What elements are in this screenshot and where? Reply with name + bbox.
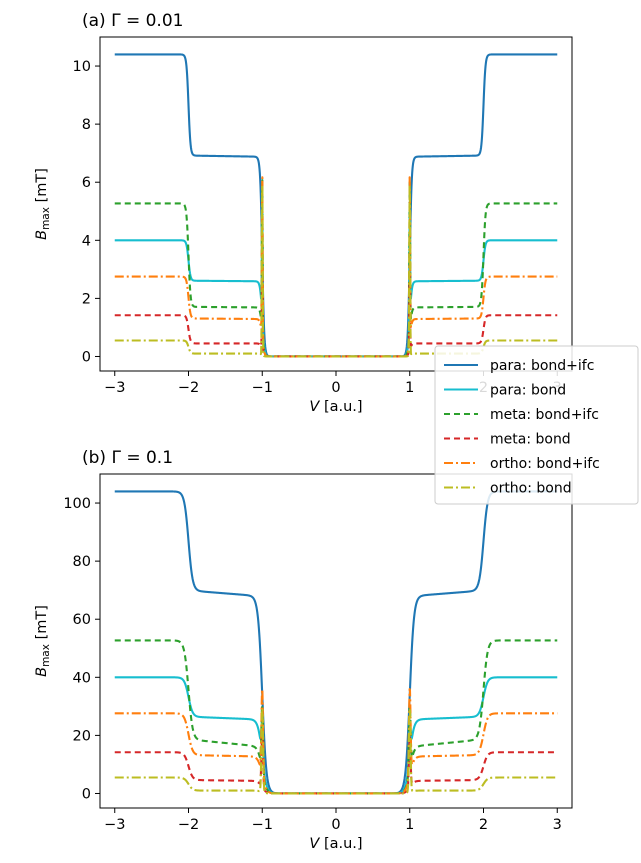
series-line-meta-bond	[114, 735, 558, 795]
plot-area	[114, 490, 558, 795]
series-line-meta-bond-ifc	[114, 179, 558, 358]
plot-area	[114, 53, 558, 358]
y-axis-label: Bmax [mT]	[34, 605, 52, 677]
y-axis-label: Bmax [mT]	[34, 168, 52, 240]
series-line-ortho-bond	[114, 707, 558, 795]
series-line-para-bond	[114, 208, 558, 358]
legend-label-meta-bond-ifc: meta: bond+ifc	[490, 407, 599, 423]
legend-box	[434, 345, 639, 505]
legend: para: bond+ifc para: bond meta: bond+ifc me…	[434, 345, 639, 505]
series-line-ortho-bond-ifc	[114, 176, 558, 358]
y-tick-label: 20	[73, 728, 91, 744]
x-axis-label: V [a.u.]	[309, 399, 362, 415]
panel-b: −3 −2 −1 0 1 2 3 0 20 40 60 80 100 V [a.u.] Bmax [mT] (…	[34, 448, 573, 852]
y-tick-label: 6	[82, 175, 91, 191]
y-tick-label: 80	[73, 554, 91, 570]
y-tick-label: 0	[82, 349, 91, 365]
legend-label-meta-bond: meta: bond	[490, 432, 571, 448]
series-line-meta-bond-ifc	[114, 639, 558, 795]
legend-label-para-bond: para: bond	[490, 383, 566, 399]
panel-a: −3−2−101230246810V [a.u.]Bmax [mT](a) Γ …	[34, 11, 573, 415]
series-line-para-bond	[114, 676, 558, 795]
panel-title: (a) Γ = 0.01	[82, 11, 183, 31]
y-tick-label: 0	[82, 786, 91, 802]
x-axis-label: V [a.u.]	[309, 836, 362, 852]
y-tick-label: 40	[73, 670, 91, 686]
x-tick-label: 3	[553, 817, 562, 833]
series-line-meta-bond	[114, 264, 558, 358]
y-tick-label: 4	[82, 233, 91, 249]
y-tick-label: 60	[73, 612, 91, 628]
y-tick-label: 10	[73, 59, 91, 75]
legend-label-ortho-bond: ortho: bond	[490, 481, 572, 497]
x-tick-label: 1	[405, 817, 414, 833]
x-tick-label: −3	[104, 817, 125, 833]
legend-label-ortho-bond-ifc: ortho: bond+ifc	[490, 456, 600, 472]
x-tick-label: −1	[252, 817, 273, 833]
series-line-ortho-bond	[114, 184, 558, 358]
axes-frame	[99, 36, 573, 372]
series-line-para-bond-ifc	[114, 53, 558, 358]
axes-frame	[99, 473, 573, 809]
panel-title: (b) Γ = 0.1	[82, 448, 173, 468]
y-tick-label: 8	[82, 117, 91, 133]
x-tick-label: 0	[331, 817, 340, 833]
x-tick-label: 2	[479, 817, 488, 833]
x-tick-label: −1	[252, 380, 273, 396]
x-tick-label: −2	[178, 817, 199, 833]
y-tick-label: 2	[82, 291, 91, 307]
x-tick-label: 1	[405, 380, 414, 396]
x-tick-label: −2	[178, 380, 199, 396]
legend-label-para-bond-ifc: para: bond+ifc	[490, 358, 594, 374]
x-tick-label: 0	[331, 380, 340, 396]
series-line-ortho-bond-ifc	[114, 688, 558, 795]
y-tick-label: 100	[63, 496, 91, 512]
x-tick-label: −3	[104, 380, 125, 396]
